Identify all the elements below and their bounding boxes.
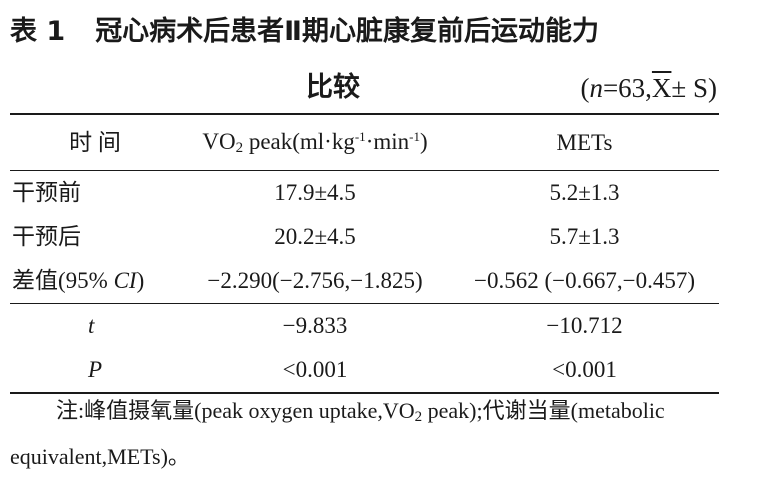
mets-p-value: <0.001	[552, 357, 617, 382]
row-label: 干预前	[12, 180, 81, 205]
header-vo2-sup1: -1	[354, 129, 366, 144]
table-title-continuation: 比较	[306, 72, 360, 103]
row-label-difference: 差值(95% CI)	[10, 259, 180, 304]
header-vo2-subscript: 2	[235, 140, 244, 156]
table-row-difference: 差值(95% CI) −2.290(−2.756,−1.825) −0.562 …	[10, 259, 719, 304]
header-vo2-unit: peak(ml·kg	[243, 129, 355, 154]
results-table: 时 间 VO2 peak(ml·kg-1·min-1) METs 干预前 17.…	[10, 113, 719, 394]
table-footnote: 注:峰值摄氧量(peak oxygen uptake,VO2 peak);代谢当…	[10, 391, 722, 477]
diff-label-ci: CI	[113, 268, 137, 293]
table-title-line2: 比较 (n=63,X± S)	[0, 68, 757, 108]
header-mets: METs	[556, 129, 613, 155]
footnote-subscript: 2	[414, 409, 423, 425]
table-row-t: t −9.833 −10.712	[10, 303, 719, 349]
diff-label-post: )	[136, 268, 145, 293]
header-vo2-min: ·min	[365, 129, 410, 154]
x-bar-symbol: X	[651, 73, 672, 103]
header-vo2-close: )	[419, 129, 428, 154]
table-row-p: P <0.001 <0.001	[10, 348, 719, 393]
mets-value: 5.2±1.3	[549, 180, 620, 205]
header-vo2-sup2: -1	[409, 129, 420, 144]
vo2-t-value: −9.833	[282, 313, 348, 338]
header-vo2-peak: VO2 peak(ml·kg-1·min-1)	[180, 114, 450, 171]
vo2-value: 17.9±4.5	[274, 180, 356, 205]
diff-label-pre: 差值(95%	[12, 268, 114, 293]
vo2-p-value: <0.001	[282, 357, 348, 382]
sample-statistic: (n=63,X± S)	[580, 68, 717, 108]
footnote-part1: 注:峰值摄氧量(peak oxygen uptake,VO	[56, 398, 415, 423]
mets-t-value: −10.712	[546, 313, 623, 338]
stat-open: (	[580, 73, 590, 103]
header-vo2-text: VO	[202, 129, 236, 154]
footnote-part2: peak);代谢当量(metabolic equivalent,METs)。	[10, 398, 665, 469]
p-label: P	[88, 357, 103, 382]
stat-rest: ± S)	[671, 73, 717, 103]
table-title: 表 1 冠心病术后患者Ⅱ期心脏康复前后运动能力	[10, 14, 599, 50]
header-time: 时 间	[69, 129, 121, 155]
row-label: 干预后	[12, 224, 81, 249]
table-title-text: 冠心病术后患者Ⅱ期心脏康复前后运动能力	[95, 16, 599, 47]
vo2-difference: −2.290(−2.756,−1.825)	[207, 268, 423, 293]
mets-difference: −0.562 (−0.667,−0.457)	[474, 268, 695, 293]
table-row: 干预后 20.2±4.5 5.7±1.3	[10, 215, 719, 259]
n-value: =63,	[602, 73, 652, 103]
t-label: t	[88, 313, 95, 338]
table-number: 表 1	[10, 16, 66, 47]
vo2-value: 20.2±4.5	[274, 224, 356, 249]
table-row: 干预前 17.9±4.5 5.2±1.3	[10, 171, 719, 216]
table-header-row: 时 间 VO2 peak(ml·kg-1·min-1) METs	[10, 114, 719, 171]
n-symbol: n	[589, 73, 603, 103]
mets-value: 5.7±1.3	[549, 224, 620, 249]
